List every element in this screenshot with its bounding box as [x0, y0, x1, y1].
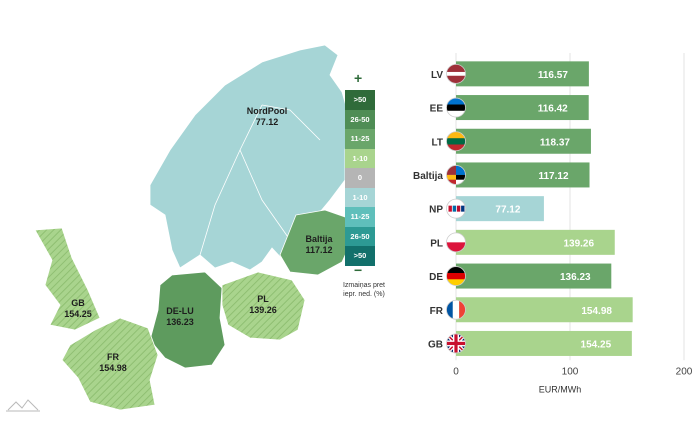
legend-item-6: 11-25	[345, 207, 375, 227]
region-fr-shape	[61, 317, 159, 411]
flag-border-baltija	[446, 165, 466, 185]
flag-border-pl	[446, 232, 466, 253]
category-label-lv: LV	[431, 70, 443, 81]
bar-lv	[456, 61, 589, 87]
map-label-nordpool: NordPool 77.12	[242, 106, 292, 128]
legend-item-4: 0	[345, 168, 375, 188]
bar-value-label-np: 77.12	[495, 205, 520, 216]
x-axis-title: EUR/MWh	[539, 384, 582, 394]
category-label-de: DE	[429, 272, 443, 283]
legend-item-3: 1-10	[345, 148, 375, 168]
legend-caption-line1: Izmaiņas pret	[342, 282, 386, 289]
region-baltija-shape	[279, 209, 353, 276]
fr-flag-icon	[446, 300, 466, 320]
category-label-ee: EE	[430, 104, 444, 115]
map-label-baltija-name: Baltija	[305, 234, 333, 244]
region-pl-shape	[221, 271, 306, 341]
map-label-gb-value: 154.25	[64, 309, 92, 319]
map-label-nordpool-value: 77.12	[255, 117, 279, 127]
bar-value-label-baltija: 117.12	[538, 171, 568, 182]
legend-item-0: >50	[345, 90, 375, 110]
map-label-fr: FR 154.98	[88, 352, 138, 374]
bar-baltija	[456, 162, 590, 188]
map-label-baltija: Baltija 117.12	[294, 234, 344, 256]
lt-flag-icon	[446, 131, 466, 151]
bar-pl	[456, 229, 615, 255]
bar-ee	[456, 95, 589, 121]
legend-item-2: 11-25	[345, 129, 375, 149]
map-label-de-lu: DE-LU 136.23	[155, 306, 205, 328]
legend-minus-icon: −	[354, 262, 363, 278]
legend-plus-icon: +	[354, 70, 363, 86]
x-tick-label-1: 100	[562, 366, 579, 377]
map-label-fr-name: FR	[107, 352, 119, 362]
bar-value-label-de: 136.23	[560, 272, 591, 283]
pl-flag-icon	[446, 232, 466, 252]
ee-flag-icon	[446, 98, 466, 118]
baltic-flags-icon	[446, 165, 466, 185]
legend-item-7: 26-50	[345, 226, 375, 246]
map-label-pl: PL 139.26	[238, 294, 288, 316]
bar-value-label-ee: 116.42	[538, 104, 568, 115]
category-label-gb: GB	[428, 339, 443, 350]
bar-lt	[456, 128, 591, 154]
legend-caption: Izmaiņas pret iepr. ned. (%)	[334, 281, 394, 299]
legend-item-1: 26-50	[345, 109, 375, 129]
map-label-de-lu-value: 136.23	[166, 317, 194, 327]
x-tick-label-0: 0	[453, 366, 459, 377]
flag-border-lv	[446, 63, 466, 84]
map-label-pl-name: PL	[257, 294, 269, 304]
bar-value-label-gb: 154.25	[581, 339, 612, 350]
flag-border-lt	[446, 131, 466, 152]
flag-border-fr	[446, 299, 466, 320]
bar-value-label-fr: 154.98	[581, 306, 612, 317]
legend-item-8: >50	[345, 246, 375, 266]
bar-fr	[456, 297, 633, 323]
category-label-fr: FR	[430, 306, 444, 317]
map-label-pl-value: 139.26	[249, 305, 277, 315]
logo-mountains-icon	[6, 399, 40, 412]
map-label-baltija-value: 117.12	[305, 245, 333, 255]
category-label-lt: LT	[432, 137, 443, 148]
category-label-pl: PL	[430, 238, 443, 249]
legend-item-5: 1-10	[345, 187, 375, 207]
bar-gb	[456, 330, 632, 356]
nordpool-flags-icon	[446, 199, 466, 219]
category-label-np: NP	[429, 205, 443, 216]
category-label-baltija: Baltija	[413, 171, 443, 182]
bar-value-label-lt: 118.37	[540, 137, 570, 148]
map-label-de-lu-name: DE-LU	[166, 306, 194, 316]
lv-flag-icon	[446, 64, 466, 84]
map-label-gb-name: GB	[71, 298, 85, 308]
flag-border-gb	[446, 333, 466, 354]
bar-de	[456, 263, 612, 289]
region-de-lu-shape	[149, 271, 226, 369]
legend-caption-line2: iepr. ned. (%)	[343, 291, 385, 298]
bar-value-label-pl: 139.26	[563, 238, 594, 249]
gb-flag-icon	[446, 333, 466, 353]
x-tick-label-2: 200	[676, 366, 693, 377]
flag-border-de	[446, 266, 466, 286]
region-gb-shape	[34, 227, 101, 331]
bar-value-label-lv: 116.57	[538, 70, 568, 81]
map-label-gb: GB 154.25	[53, 298, 103, 320]
bar-np	[456, 196, 544, 222]
legend: >50 26-50 11-25 1-10 0 1-10 11-25 26-50 >50	[345, 90, 377, 266]
map-label-nordpool-name: NordPool	[246, 106, 288, 116]
de-flag-icon	[446, 266, 466, 286]
map-label-fr-value: 154.98	[99, 363, 127, 373]
flag-border-np	[446, 198, 466, 219]
flag-border-ee	[446, 97, 466, 118]
